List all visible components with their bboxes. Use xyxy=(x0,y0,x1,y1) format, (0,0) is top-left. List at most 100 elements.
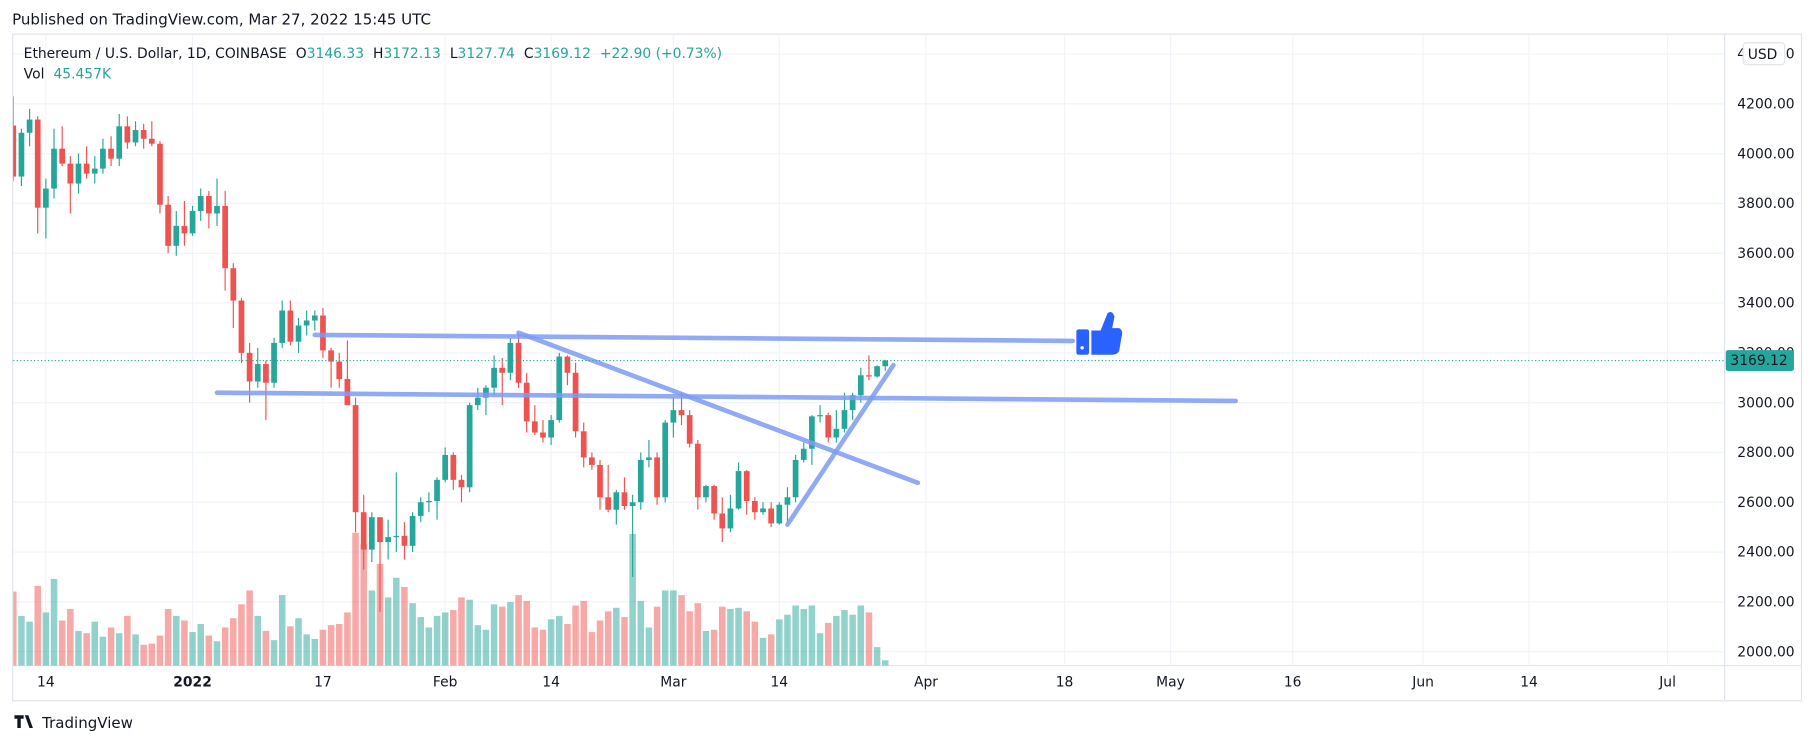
y-tick-label: 3400.00 xyxy=(1737,296,1794,312)
candle-body xyxy=(866,375,872,377)
volume-bar xyxy=(173,615,180,666)
volume-bar xyxy=(181,620,188,666)
volume-bar xyxy=(91,621,99,666)
ohlc-letter: C xyxy=(524,46,534,62)
volume-bar xyxy=(99,636,107,666)
volume-bar xyxy=(107,627,115,666)
candle-body xyxy=(368,517,375,550)
volume-bar xyxy=(466,599,473,666)
candle-body xyxy=(800,448,807,460)
candle-body xyxy=(51,148,57,189)
candle-body xyxy=(336,361,343,380)
currency-box xyxy=(1742,42,1786,66)
volume-bar xyxy=(197,623,204,666)
y-tick-label: 4200.00 xyxy=(1737,97,1794,113)
volume-bar xyxy=(254,615,262,666)
y-tick-label: 3600.00 xyxy=(1737,246,1794,262)
volume-bar xyxy=(824,622,832,666)
volume-bar xyxy=(360,544,367,666)
volume-bar xyxy=(784,614,791,666)
volume-bar xyxy=(621,617,628,666)
candle-body xyxy=(377,517,383,543)
candle-body xyxy=(613,492,620,510)
volume-bar xyxy=(83,633,90,666)
volume-value: 45.457K xyxy=(53,67,111,83)
candle-body xyxy=(662,422,669,498)
x-tick-label: 2022 xyxy=(173,674,212,690)
y-tick-label: 2000.00 xyxy=(1737,644,1794,660)
candle-body xyxy=(352,405,359,513)
candle-body xyxy=(841,410,848,429)
change: +22.90 (+0.73%) xyxy=(600,46,722,62)
volume-bar xyxy=(613,607,620,666)
candle-body xyxy=(157,143,163,205)
candle-body xyxy=(116,126,123,159)
candle-body xyxy=(287,310,294,342)
candle-body xyxy=(735,471,742,509)
candle-body xyxy=(271,342,277,383)
candle-body xyxy=(523,382,530,422)
volume-bar xyxy=(539,629,547,666)
candle-body xyxy=(173,225,180,246)
candle-body xyxy=(589,457,595,465)
candle-body xyxy=(466,405,473,488)
volume-bar xyxy=(588,632,596,666)
candle-body xyxy=(784,497,791,505)
candle-body xyxy=(857,375,864,396)
chart-frame xyxy=(12,33,1803,702)
candle-body xyxy=(360,512,367,550)
y-tick-label: 2400.00 xyxy=(1737,545,1794,561)
volume-bar xyxy=(156,635,164,666)
published-note: Published on TradingView.com, Mar 27, 20… xyxy=(12,10,431,28)
volume-bar xyxy=(189,632,196,666)
volume-bar xyxy=(42,612,50,666)
volume-bar xyxy=(376,563,384,666)
volume-bar xyxy=(735,607,742,666)
close-value: 3169.12 xyxy=(534,46,591,62)
volume-bar xyxy=(694,603,702,666)
candle-body xyxy=(442,454,449,480)
volume-bar xyxy=(13,591,17,666)
candle-body xyxy=(458,479,465,488)
volume-bar xyxy=(335,623,343,666)
candle-body xyxy=(91,168,98,174)
volume-bar xyxy=(490,604,498,666)
candle-body xyxy=(148,138,155,144)
thumbs-up-icon xyxy=(1076,311,1123,355)
symbol: Ethereum / U.S. Dollar, 1D, COINBASE xyxy=(24,46,287,62)
volume-bar xyxy=(458,597,465,666)
volume-bar xyxy=(547,619,555,666)
candle-body xyxy=(719,513,726,529)
volume-bar xyxy=(303,634,310,666)
volume-bar xyxy=(148,643,156,666)
candle-body xyxy=(230,268,237,301)
candle-body xyxy=(279,310,286,343)
candle-body xyxy=(417,502,424,516)
volume-bar xyxy=(213,641,221,666)
candle-body xyxy=(67,163,74,184)
candle-body xyxy=(450,454,457,480)
candle-body xyxy=(108,148,114,159)
y-tick-label: 3800.00 xyxy=(1737,196,1794,212)
x-tick-label: 17 xyxy=(314,674,332,690)
candle-body xyxy=(124,126,131,143)
volume-bar xyxy=(75,630,82,666)
candle-body xyxy=(507,342,514,373)
candle-body xyxy=(727,508,734,529)
volume-bar xyxy=(352,532,359,666)
candle-body xyxy=(678,410,685,416)
candle-body xyxy=(295,325,302,342)
candle-body xyxy=(629,502,636,506)
volume-bar xyxy=(344,612,351,666)
candle-body xyxy=(564,356,571,373)
volume-bar xyxy=(34,585,41,666)
candle-body xyxy=(246,352,253,382)
y-tick-label: 2600.00 xyxy=(1737,495,1794,511)
volume-bar xyxy=(384,597,392,666)
x-tick-label: Apr xyxy=(914,674,938,690)
candle-body xyxy=(13,125,17,177)
volume-bar xyxy=(507,602,514,666)
y-tick-label: 3000.00 xyxy=(1737,395,1794,411)
volume-bar xyxy=(767,634,775,666)
candle-body xyxy=(743,471,750,502)
